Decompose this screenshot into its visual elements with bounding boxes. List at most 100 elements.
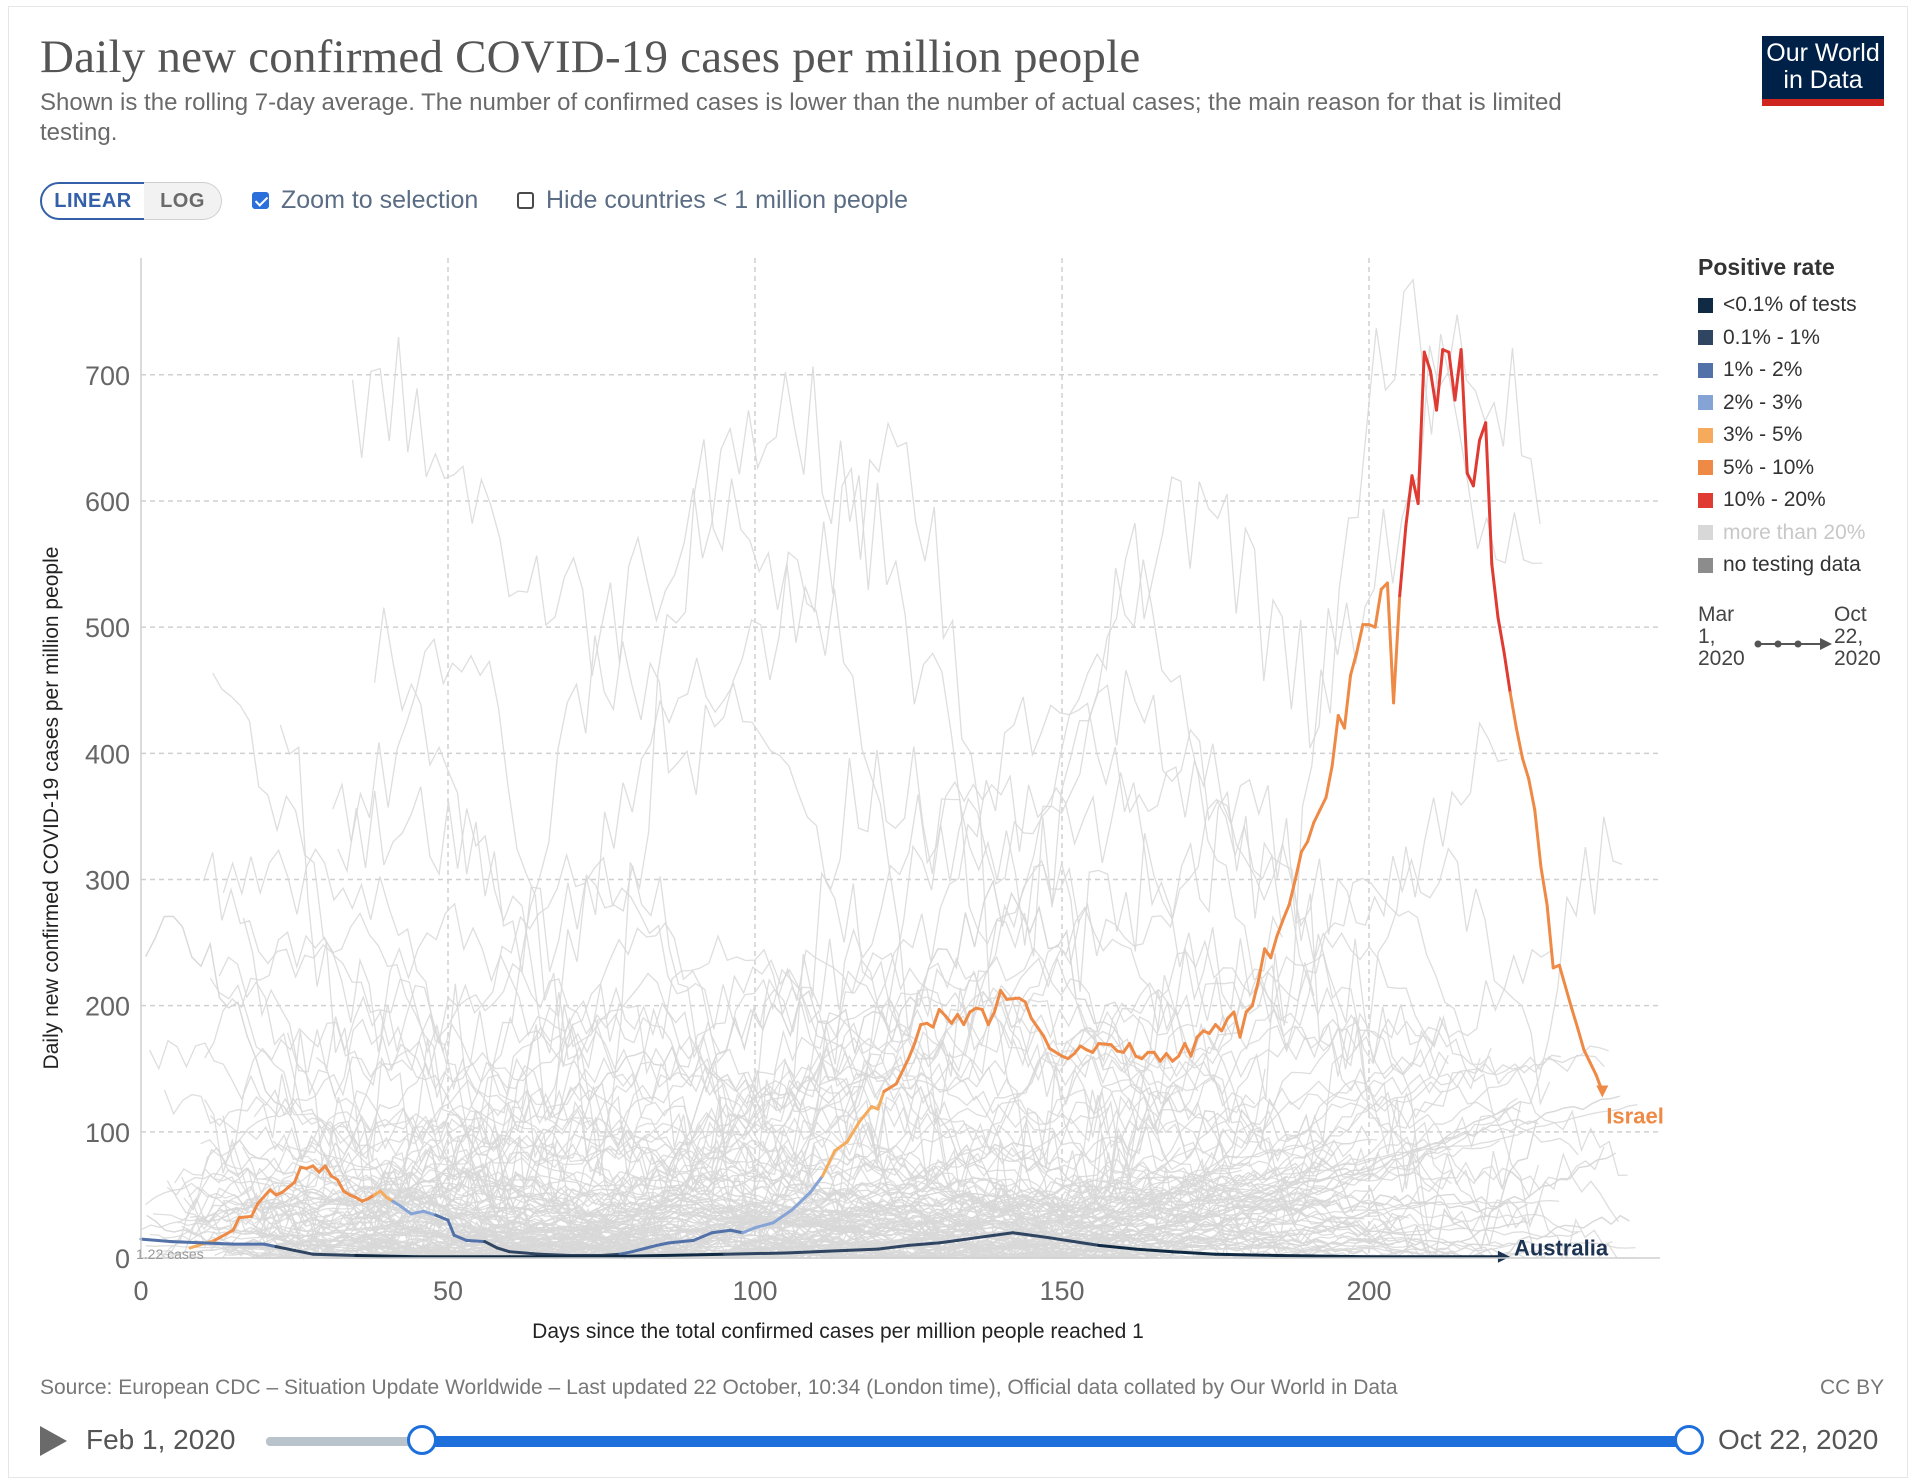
series-segment (710, 1228, 732, 1235)
background-country-line (373, 607, 1315, 1260)
series-segment (170, 1240, 204, 1245)
time-end-year: 2020 (1834, 647, 1881, 670)
series-label-australia: Australia (1514, 1236, 1609, 1261)
time-legend-end: Oct 22, 2020 (1834, 604, 1881, 670)
legend-swatch (1698, 395, 1713, 411)
series-segment (943, 1014, 953, 1025)
series-segment (1232, 1010, 1242, 1039)
series-segment (1373, 587, 1383, 629)
series-segment (1349, 650, 1359, 677)
background-country-line (326, 1177, 1212, 1259)
series-segment (661, 1252, 726, 1257)
series-segment (1220, 1016, 1230, 1033)
license-link[interactable]: CC BY (1820, 1376, 1885, 1399)
series-segment (1533, 808, 1543, 869)
legend-item[interactable]: no testing data (1698, 549, 1908, 582)
series-segment (1330, 713, 1340, 768)
background-country-line (200, 1190, 1205, 1259)
background-country-line (262, 1011, 1636, 1259)
timeline-end-handle[interactable] (1674, 1425, 1704, 1455)
series-segment (771, 1208, 794, 1225)
positive-rate-legend: Positive rate <0.1% of tests 0.1% - 1% 1% … (1698, 254, 1908, 582)
line-chart: Israel Australia 0 100 200 300 400 500 600 700 0 5… (40, 258, 1664, 1343)
series-segment (139, 1237, 174, 1244)
series-australia: Australia (139, 1231, 1609, 1263)
legend-swatch (1698, 557, 1713, 573)
y-tick-label: 200 (85, 992, 130, 1022)
series-segment (876, 1243, 910, 1251)
zoom-to-selection-checkbox[interactable]: Zoom to selection (252, 186, 478, 215)
series-segment (397, 1203, 413, 1216)
legend-item[interactable]: more than 20% (1698, 517, 1908, 550)
play-icon[interactable] (40, 1426, 67, 1456)
series-segment (1392, 594, 1402, 705)
time-arrow-icon (1754, 638, 1832, 650)
series-segment (1508, 691, 1518, 730)
series-segment (1416, 350, 1426, 506)
series-segment (1158, 1052, 1168, 1063)
background-country-line (264, 984, 1628, 1260)
series-segment (728, 1228, 745, 1235)
zoom-checkbox-box[interactable] (252, 192, 269, 209)
series-segment (1527, 777, 1537, 812)
legend-item[interactable]: 1% - 2% (1698, 354, 1908, 387)
background-country-line (202, 798, 1613, 1260)
time-start-month: Mar (1698, 603, 1735, 626)
series-segment (1435, 348, 1445, 412)
legend-item[interactable]: 10% - 20% (1698, 484, 1908, 517)
hide-small-countries-checkbox[interactable]: Hide countries < 1 million people (517, 186, 908, 215)
series-segment (692, 1231, 714, 1242)
series-segment (741, 1226, 757, 1235)
series-segment (200, 1241, 235, 1246)
series-segment (1005, 996, 1021, 1001)
series-segment (507, 1250, 542, 1256)
series-segment (446, 1218, 456, 1237)
series-segment (1576, 1026, 1586, 1052)
timeline-selected-range[interactable] (422, 1436, 1688, 1447)
series-segment (1514, 726, 1524, 760)
x-tick-label: 50 (433, 1276, 463, 1306)
legend-item[interactable]: 3% - 5% (1698, 419, 1908, 452)
y-tick-label: 700 (85, 361, 130, 391)
x-tick-label: 150 (1039, 1276, 1084, 1306)
series-segment (323, 1164, 333, 1178)
legend-item[interactable]: 0.1% - 1% (1698, 322, 1908, 355)
y-tick-label: 400 (85, 739, 130, 769)
australia-end-marker (1497, 1250, 1510, 1263)
series-segment (999, 989, 1009, 1001)
series-segment (1097, 1042, 1113, 1047)
series-segment (1422, 350, 1432, 373)
background-country-line (230, 1139, 1337, 1259)
legend-label: 3% - 5% (1723, 423, 1803, 447)
series-segment (808, 1174, 825, 1194)
background-country-line (200, 939, 1289, 1259)
hide-checkbox-box[interactable] (517, 192, 534, 209)
series-segment (894, 1057, 910, 1086)
series-segment (753, 1221, 775, 1230)
series-segment (1287, 877, 1297, 907)
owid-logo[interactable]: Our World in Data (1762, 36, 1884, 106)
series-segment (986, 1010, 996, 1027)
log-scale-button[interactable]: LOG (144, 182, 222, 220)
series-segment (1256, 947, 1267, 982)
y-tick-label: 100 (85, 1118, 130, 1148)
series-segment (452, 1233, 468, 1242)
series-segment (618, 1250, 634, 1256)
series-segment (1471, 438, 1482, 488)
timeline-start-handle[interactable] (407, 1425, 437, 1455)
series-segment (1502, 650, 1512, 695)
series-segment (1048, 1236, 1076, 1244)
background-country-line (323, 1165, 1366, 1259)
background-country-line (315, 902, 1266, 1260)
legend-label: 10% - 20% (1723, 488, 1826, 512)
series-segment (784, 1248, 849, 1255)
series-segment (845, 1247, 880, 1252)
time-end-day: 22, (1834, 625, 1864, 648)
series-segment (1275, 1253, 1371, 1259)
series-segment (1207, 1023, 1217, 1035)
legend-item[interactable]: 5% - 10% (1698, 452, 1908, 485)
series-segment (409, 1209, 425, 1216)
legend-item[interactable]: <0.1% of tests (1698, 289, 1908, 322)
legend-swatch (1698, 362, 1713, 378)
legend-item[interactable]: 2% - 3% (1698, 387, 1908, 420)
